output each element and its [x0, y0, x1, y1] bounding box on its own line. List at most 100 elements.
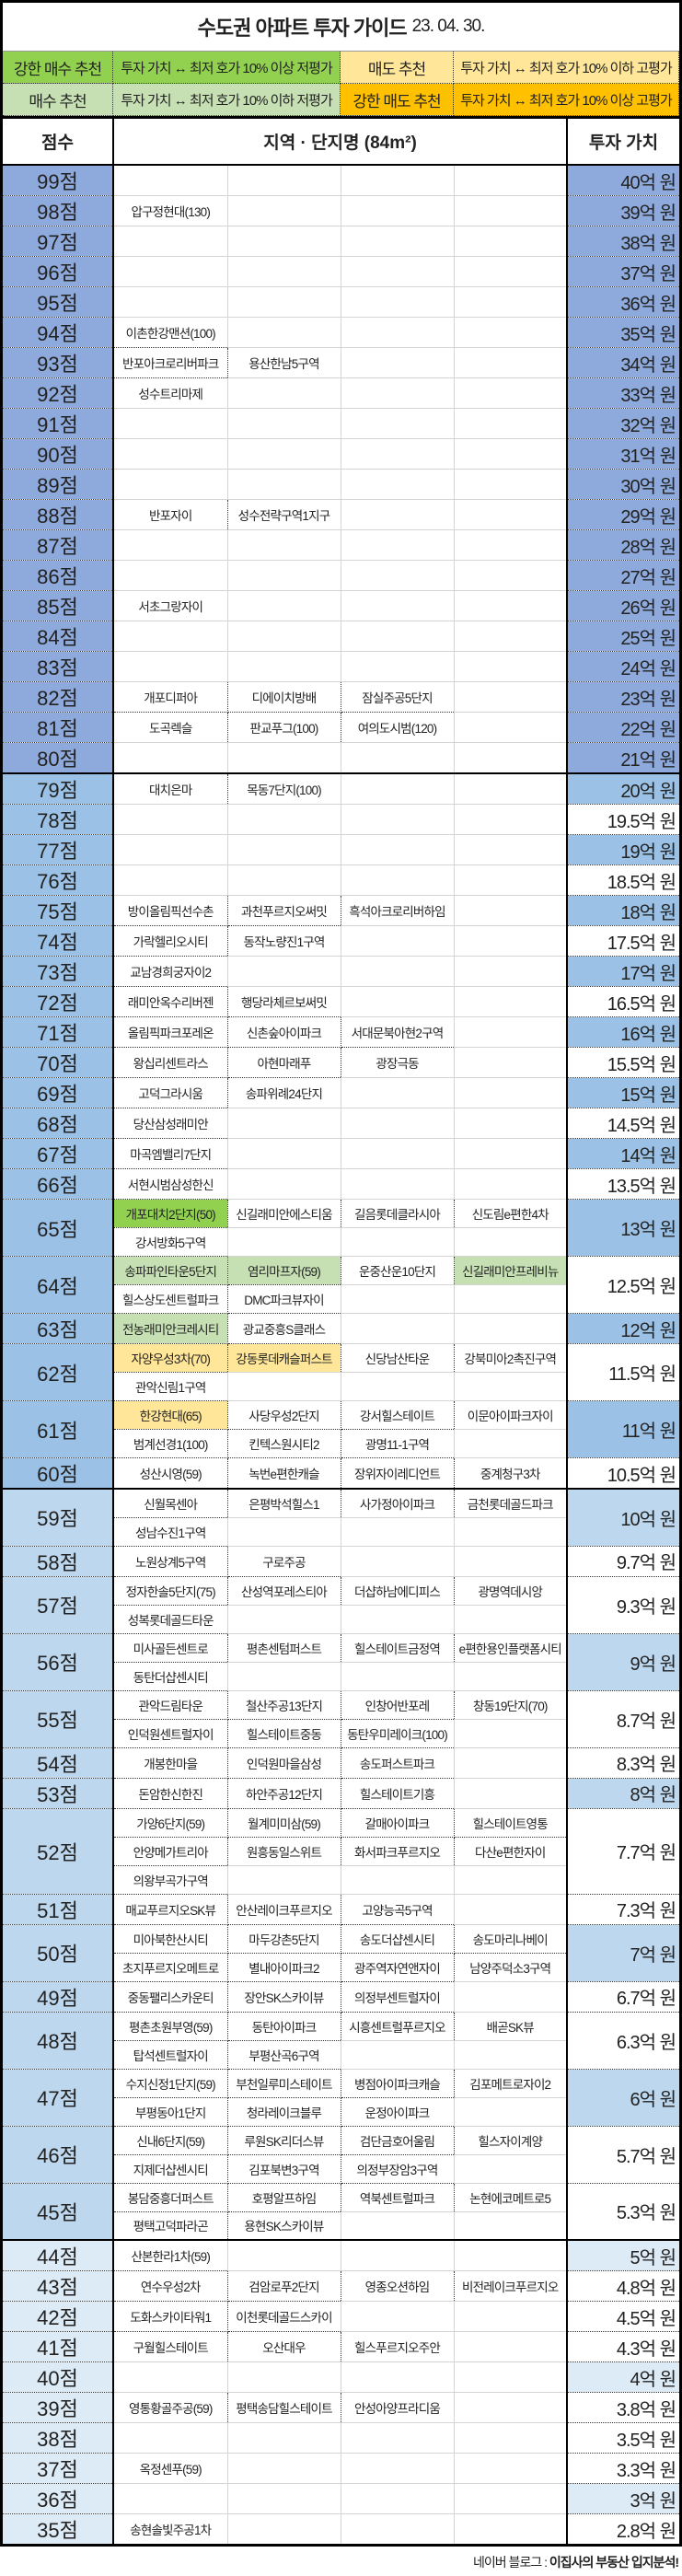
apartment-cell: 길음롯데클라시아: [340, 1199, 455, 1228]
table-row: 96점 37억 원: [3, 256, 680, 287]
apartment-cell: 논현에코메트로5: [453, 2182, 568, 2212]
apartment-cell: 평촌초원부영(59): [112, 2011, 228, 2041]
apartment-cell: [340, 1372, 455, 1401]
table-row: 93점 반포아크로리버파크 용산한남5구역 34억 원: [3, 347, 680, 378]
table-row: 79점 대치은마 목동7단지(100) 20억 원: [3, 772, 680, 805]
table-row: 45점 봉담중흥더퍼스트 호평알프하임 역북센트럴파크 논현에코메트로5 5.3억 원: [3, 2182, 680, 2241]
score-cell: 68점: [3, 1108, 114, 1139]
apartment-cell: 용현SK스카이뷰: [226, 2210, 341, 2241]
apartment-cell: 마곡엠밸리7단지: [112, 1138, 228, 1169]
apartment-cell: 판교푸그(100): [226, 712, 341, 743]
apartment-cell: 래미안옥수리버젠: [112, 986, 228, 1017]
apartment-cell: [453, 2039, 568, 2070]
apartment-cell: [226, 164, 341, 196]
apartment-cell: [340, 529, 455, 561]
apartment-cell: [340, 864, 455, 896]
investment-value-cell: 37억 원: [566, 256, 680, 287]
apartment-cell: [112, 2483, 228, 2514]
apartment-cell: 은평박석힐스1: [226, 1488, 341, 1518]
score-cell: 66점: [3, 1168, 114, 1200]
table-row: 56점 미사골든센트로 평촌센텀퍼스트 힐스테이트금정역 e편한용인플랫폼시티 9억 원: [3, 1632, 680, 1691]
investment-value-cell: 5억 원: [566, 2240, 680, 2271]
apartment-cell: [453, 772, 568, 805]
apartment-cell: [340, 408, 455, 439]
apartment-cell: [340, 1227, 455, 1257]
apartment-cell: 검단금호어울림: [340, 2125, 455, 2155]
apartment-cell: 도화스카이타워1: [112, 2301, 228, 2332]
apartment-cell: 도곡렉슬: [112, 712, 228, 743]
apartment-cell: 산성역포레스티아: [226, 1575, 341, 1606]
apartment-cell: [340, 956, 455, 987]
apartment-cell: [340, 499, 455, 530]
apartment-cell: 압구정현대(130): [112, 195, 228, 226]
score-cell: 40점: [3, 2361, 114, 2393]
apartment-cell: 부평산곡6구역: [226, 2039, 341, 2070]
apartment-cell: [226, 195, 341, 226]
apartment-cell: 성산시영(59): [112, 1457, 228, 1490]
table-row: 85점 서초그랑자이 26억 원: [3, 590, 680, 621]
investment-value-cell: 23억 원: [566, 681, 680, 713]
apartment-cell: [453, 1227, 568, 1257]
table-row: 61점 한강현대(65) 사당우성2단지 강서힐스테이트 이문아이파크자이 11억 원: [3, 1400, 680, 1458]
apartment-cell: [453, 469, 568, 500]
apartment-cell: 송현솔빛주공1차: [112, 2513, 228, 2547]
score-cell: 65점: [3, 1199, 114, 1257]
score-cell: 67점: [3, 1138, 114, 1169]
investment-value-cell: 4.8억 원: [566, 2270, 680, 2302]
score-cell: 72점: [3, 986, 114, 1017]
investment-value-cell: 10억 원: [566, 1489, 680, 1547]
apartment-cell: [453, 2513, 568, 2547]
apartment-cell: [226, 621, 341, 652]
score-cell: 63점: [3, 1313, 114, 1344]
investment-value-cell: 19억 원: [566, 834, 680, 865]
investment-value-cell: 12.5억 원: [566, 1256, 680, 1314]
apartment-cell: 안산레이크푸르지오: [226, 1893, 341, 1925]
table-row: 94점 이촌한강맨션(100) 35억 원: [3, 317, 680, 348]
apartment-cell: 인덕원센트럴자이: [112, 1718, 228, 1748]
score-cell: 70점: [3, 1047, 114, 1078]
score-cell: 52점: [3, 1808, 114, 1895]
apartment-cell: 초지푸르지오메트로: [112, 1952, 228, 1982]
apartment-cell: 장안SK스카이뷰: [226, 1980, 341, 2013]
score-cell: 74점: [3, 925, 114, 957]
apartment-cell: 미사골든센트로: [112, 1632, 228, 1663]
apartment-cell: [453, 651, 568, 682]
apartment-cell: 서초그랑자이: [112, 590, 228, 621]
table-row: 지제더샵센시티 김포북변3구역 의정부장암3구역: [3, 2153, 679, 2184]
apartment-cell: [340, 651, 455, 682]
table-row: 힐스상도센트럴파크 DMC파크뷰자이: [3, 1284, 679, 1314]
apartment-cell: 신내6단지(59): [112, 2125, 228, 2155]
score-cell: 83점: [3, 651, 114, 682]
apartment-cell: 힐스테이트중동: [226, 1718, 341, 1748]
table-row: 58점 노원상계5구역 구로주공 9.7억 원: [3, 1545, 680, 1577]
table-row: 안양메가트리아 원흥동일스위트 화서파크푸르지오 다산e편한자이: [3, 1836, 679, 1866]
investment-value-cell: 3억 원: [566, 2483, 680, 2514]
apartment-cell: 사가정아이파크: [340, 1488, 455, 1518]
apartment-cell: [340, 1864, 455, 1895]
score-cell: 90점: [3, 438, 114, 470]
score-cell: 86점: [3, 560, 114, 591]
apartment-cell: [453, 1545, 568, 1577]
table-row: 80점 21억 원: [3, 742, 680, 774]
apartment-cell: [340, 256, 455, 287]
apartment-cell: 힐스상도센트럴파크: [112, 1284, 228, 1314]
apartment-cell: [340, 317, 455, 348]
table-row: 35점 송현솔빛주공1차 2.8억 원: [3, 2513, 680, 2547]
apartment-cell: [340, 2453, 455, 2484]
investment-value-cell: 14.5억 원: [566, 1108, 680, 1139]
apartment-cell: [453, 1661, 568, 1691]
score-cell: 61점: [3, 1400, 114, 1458]
table-header: 점수 지역 · 단지명 (84m²) 투자 가치: [3, 117, 680, 166]
apartment-cell: [453, 681, 568, 713]
table-row: 42점 도화스카이타워1 이천롯데골드스카이 4.5억 원: [3, 2301, 680, 2332]
apartment-cell: [226, 2422, 341, 2454]
apartment-cell: [340, 1516, 455, 1547]
apartment-cell: [453, 256, 568, 287]
apartment-cell: 운중산운10단지: [340, 1256, 455, 1285]
table-row: 87점 28억 원: [3, 529, 680, 561]
apartment-cell: 서대문북아현2구역: [340, 1016, 455, 1048]
score-cell: 78점: [3, 804, 114, 835]
apartment-cell: 부천일루미스테이트: [226, 2068, 341, 2098]
score-cell: 36점: [3, 2483, 114, 2514]
